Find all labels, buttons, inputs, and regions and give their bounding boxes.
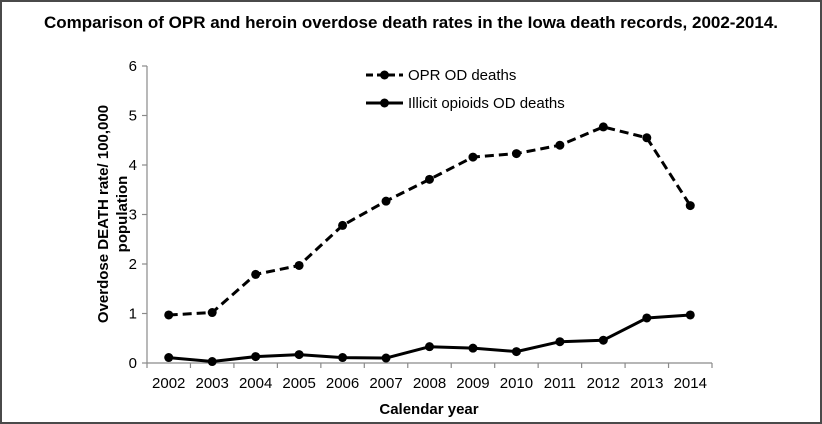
x-tick-label: 2014 (674, 375, 707, 392)
x-axis-label: Calendar year (379, 401, 478, 418)
series-line-1 (168, 125, 692, 317)
x-tick-label: 2012 (587, 375, 620, 392)
legend-swatch-marker (380, 70, 389, 80)
data-point (164, 353, 174, 363)
series-points (164, 122, 695, 367)
data-point (511, 347, 521, 357)
x-tick-label: 2009 (456, 375, 489, 392)
data-point (642, 133, 652, 143)
legend-label: Illicit opioids OD deaths (408, 95, 565, 112)
data-point (598, 335, 608, 345)
x-tick-label: 2011 (544, 375, 576, 392)
x-tick-label: 2003 (196, 375, 229, 392)
data-point (294, 350, 304, 360)
data-point (164, 310, 174, 320)
data-point (207, 308, 217, 318)
x-tick-label: 2005 (282, 375, 315, 392)
y-tick-label: 2 (129, 256, 137, 273)
y-tick-label: 1 (129, 306, 137, 323)
data-point (598, 122, 608, 132)
legend: OPR OD deaths Illicit opioids OD deaths (366, 67, 565, 112)
legend-swatch-marker (380, 98, 389, 108)
y-tick-label: 6 (129, 58, 137, 75)
x-tick-label: 2010 (500, 375, 533, 392)
data-point (251, 269, 261, 279)
x-tick-label: 2002 (152, 375, 185, 392)
data-point (468, 152, 478, 162)
data-point (685, 310, 695, 320)
series-lines (168, 125, 692, 363)
x-ticks: 2002 2003 2004 2005 2006 2007 2008 2009 2010 2011… (146, 363, 713, 392)
x-tick-label: 2013 (630, 375, 663, 392)
legend-label: OPR OD deaths (408, 67, 516, 84)
data-point (338, 220, 348, 230)
y-axis-label-line1: Overdose DEATH rate/ 100,000 (95, 105, 112, 323)
data-point (381, 353, 391, 363)
data-point (338, 353, 348, 363)
data-point (685, 201, 695, 211)
y-tick-label: 3 (129, 207, 137, 224)
x-tick-label: 2007 (369, 375, 402, 392)
y-tick-label: 5 (129, 108, 137, 125)
x-tick-label: 2008 (413, 375, 446, 392)
series-line-2 (168, 313, 691, 363)
data-point (425, 174, 434, 184)
data-point (251, 352, 261, 362)
data-point (294, 260, 304, 270)
y-ticks: 0 1 2 3 4 5 6 (129, 58, 147, 372)
chart-title: Comparison of OPR and heroin overdose de… (43, 13, 779, 32)
y-axis-label: Overdose DEATH rate/ 100,000 population (95, 105, 131, 323)
data-point (642, 313, 652, 323)
data-point (555, 337, 565, 347)
data-point (381, 196, 391, 206)
data-point (555, 140, 565, 150)
x-tick-label: 2004 (239, 375, 272, 392)
data-point (425, 342, 434, 352)
y-tick-label: 0 (129, 355, 137, 372)
y-axis-label-line2: population (114, 176, 131, 253)
y-tick-label: 4 (129, 157, 137, 174)
data-point (207, 357, 217, 367)
data-point (511, 149, 521, 159)
data-point (468, 343, 478, 353)
x-tick-label: 2006 (326, 375, 359, 392)
